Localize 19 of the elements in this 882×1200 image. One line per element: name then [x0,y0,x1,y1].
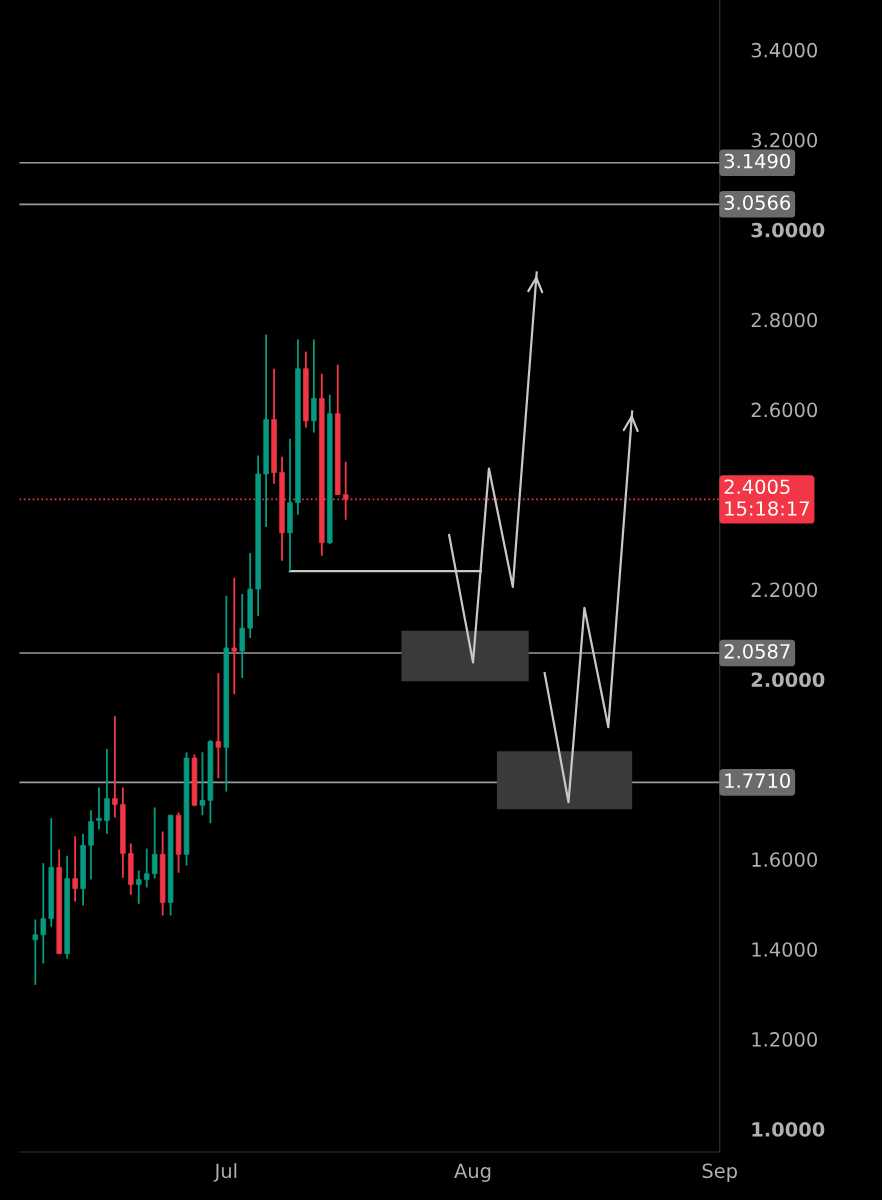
x-tick-label: Aug [454,1163,491,1182]
ref-line-label: 2.4005 15:18:17 [724,479,809,516]
y-tick-label: 1.6000 [752,852,818,867]
ref-line-label: 2.0587 [724,643,790,659]
y-tick-label: 1.4000 [752,942,818,957]
y-tick-label: 3.4000 [751,42,818,58]
x-tick-label: Sep [702,1163,737,1182]
y-tick-label: 2.2000 [751,582,818,598]
y-tick-label: 3.0000 [751,222,825,238]
y-tick-label: 2.0000 [751,672,825,688]
x-tick-label: Jul [213,1163,237,1182]
y-tick-label: 3.2000 [751,132,818,148]
ref-line-label: 1.7710 [725,773,790,789]
y-tick-label: 2.6000 [751,402,818,418]
ref-line-label: 3.0566 [724,195,791,210]
y-tick-label: 1.2000 [752,1032,818,1047]
y-tick-label: 1.0000 [752,1122,825,1137]
y-tick-label: 2.8000 [751,312,818,328]
ref-line-label: 3.1490 [724,153,790,169]
